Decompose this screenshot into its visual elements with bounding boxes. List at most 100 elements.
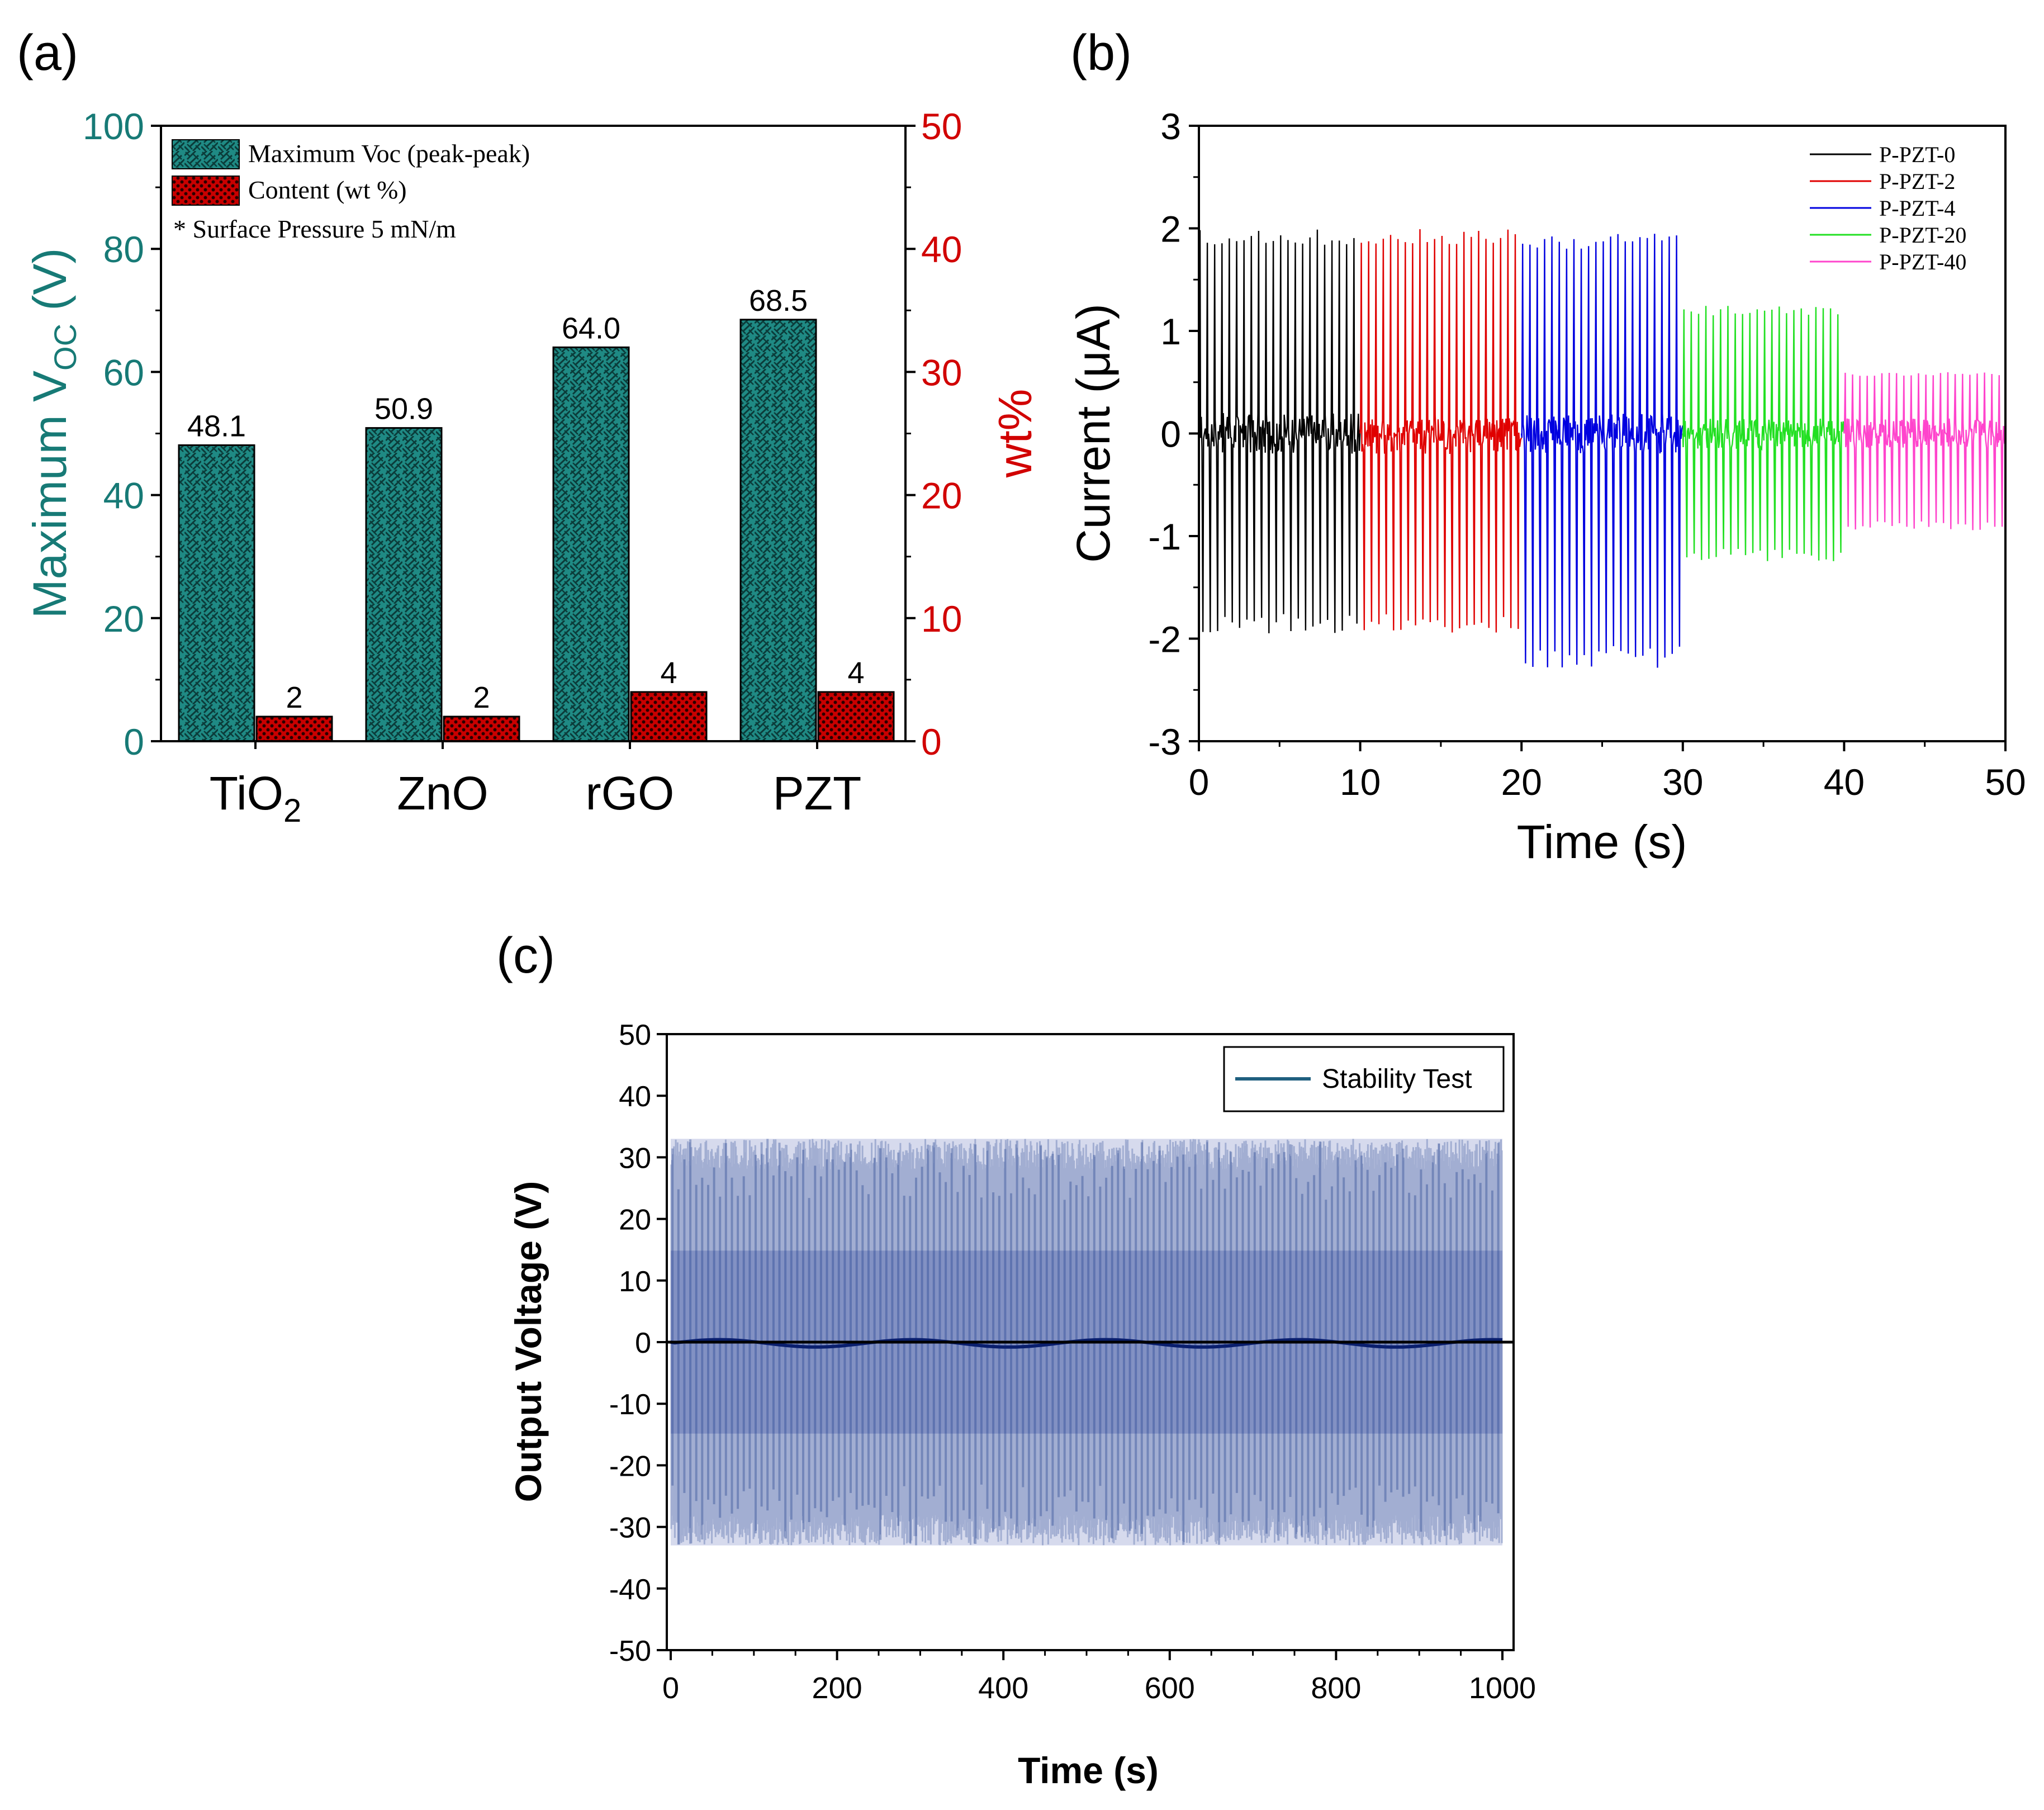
a-legend-label-voc: Maximum Voc (peak-peak) [248, 139, 530, 168]
panel-a-label: (a) [17, 25, 78, 81]
c-x-tick-label: 0 [662, 1671, 679, 1705]
c-y-tick-label: 20 [619, 1204, 651, 1236]
a-right-tick-label: 50 [921, 106, 962, 147]
c-y-tick-label: -20 [609, 1450, 651, 1482]
a-bar-content-tio [255, 716, 333, 742]
a-category-label-pzt: PZT [773, 767, 862, 819]
a-left-tick-label: 60 [103, 352, 144, 393]
c-y-tick-label: -10 [609, 1389, 651, 1421]
a-bar-voc-zno [365, 427, 443, 742]
a-right-tick-label: 20 [921, 475, 962, 517]
a-right-axis: 0 10 20 30 40 50 [905, 106, 962, 762]
c-x-tick-label: 800 [1311, 1671, 1361, 1705]
a-right-tick-label: 0 [921, 721, 942, 762]
c-x-tick-label: 200 [812, 1671, 862, 1705]
b-y-tick-label: 3 [1160, 106, 1181, 147]
c-x-tick-label: 1000 [1469, 1671, 1536, 1705]
a-value-label-voc-pzt: 68.5 [749, 284, 808, 318]
b-series-layer [1198, 229, 2007, 668]
b-x-tick-label: 50 [1985, 761, 2026, 803]
a-left-tick-label: 0 [124, 721, 144, 762]
a-value-label-content-rgo: 4 [660, 656, 677, 690]
b-legend-label-p-pzt-0: P-PZT-0 [1879, 142, 1955, 167]
b-x-tick-label: 0 [1189, 761, 1210, 803]
b-y-axis: -3 -2 -1 0 1 2 3 [1148, 106, 1199, 762]
b-legend-label-p-pzt-2: P-PZT-2 [1879, 169, 1955, 194]
a-value-label-voc-tio: 48.1 [187, 409, 246, 443]
b-y-tick-label: -2 [1148, 619, 1181, 660]
a-value-label-content-zno: 2 [473, 681, 490, 714]
a-left-tick-label: 40 [103, 475, 144, 517]
b-x-axis: 0 10 20 30 40 50 [1189, 741, 2026, 803]
panel-a-bar-chart: 48.1 2 50.9 2 64.0 4 68.5 4 0 20 40 60 80 100 0 10 20 3… [23, 106, 1041, 829]
a-right-tick-label: 40 [921, 229, 962, 270]
c-y-tick-label: 0 [635, 1327, 651, 1359]
b-series-line-p-pzt-4 [1521, 234, 1683, 668]
a-legend-swatch-voc [172, 139, 240, 169]
a-category-label-rgo: rGO [586, 767, 675, 819]
c-x-axis-title: Time (s) [1018, 1750, 1159, 1791]
c-x-tick-label: 400 [978, 1671, 1028, 1705]
a-left-tick-label: 20 [103, 598, 144, 639]
a-left-tick-label: 100 [83, 106, 144, 147]
b-series-line-p-pzt-20 [1682, 306, 1845, 561]
a-bar-content-zno [443, 716, 520, 742]
b-series-line-p-pzt-0 [1198, 229, 1361, 633]
panel-b-line-chart: -3 -2 -1 0 1 2 3 0 10 20 30 40 50 Current (μA) Time… [1067, 106, 2026, 868]
a-right-tick-label: 10 [921, 598, 962, 639]
a-bar-voc-rgo [552, 346, 630, 742]
b-x-tick-label: 10 [1340, 761, 1381, 803]
c-x-tick-label: 600 [1145, 1671, 1195, 1705]
a-value-label-voc-rgo: 64.0 [562, 311, 620, 345]
c-y-tick-label: 30 [619, 1142, 651, 1174]
a-category-label-main: TiO [210, 767, 283, 819]
b-x-tick-label: 20 [1501, 761, 1542, 803]
c-y-tick-label: -40 [609, 1574, 651, 1606]
b-y-tick-label: -1 [1148, 516, 1181, 557]
a-value-label-voc-zno: 50.9 [374, 392, 433, 426]
a-category-label-main: rGO [586, 767, 675, 819]
c-y-tick-label: -50 [609, 1635, 651, 1667]
a-value-labels: 48.1 2 50.9 2 64.0 4 68.5 4 [187, 284, 865, 714]
c-y-tick-label: -30 [609, 1512, 651, 1544]
b-y-tick-label: 1 [1160, 311, 1181, 352]
b-legend-label-p-pzt-4: P-PZT-4 [1879, 196, 1955, 221]
b-x-tick-label: 40 [1824, 761, 1865, 803]
a-value-label-content-tio: 2 [286, 681, 302, 714]
panel-c-label: (c) [496, 928, 555, 984]
a-category-label-zno: ZnO [397, 767, 488, 819]
b-x-axis-title: Time (s) [1517, 816, 1687, 868]
b-x-tick-label: 30 [1662, 761, 1703, 803]
c-y-tick-label: 50 [619, 1019, 651, 1051]
a-value-label-content-pzt: 4 [847, 656, 864, 690]
b-series-line-p-pzt-40 [1843, 372, 2007, 530]
b-y-tick-label: 0 [1160, 414, 1181, 455]
a-category-label-main: PZT [773, 767, 862, 819]
b-legend-label-p-pzt-40: P-PZT-40 [1879, 249, 1966, 274]
c-y-tick-label: 40 [619, 1081, 651, 1113]
panel-b-label: (b) [1070, 25, 1132, 81]
a-bars-layer [178, 319, 895, 742]
b-legend: P-PZT-0P-PZT-2P-PZT-4P-PZT-20P-PZT-40 [1810, 142, 1966, 274]
a-bar-content-pzt [817, 691, 895, 742]
a-left-axis: 0 20 40 60 80 100 [83, 106, 161, 762]
panel-c-line-chart: -50 -40 -30 -20 -10 0 10 20 30 40 50 0 200 400 600 800… [508, 1019, 1536, 1791]
c-y-axis-title: Output Voltage (V) [508, 1181, 549, 1502]
a-annotation: * Surface Pressure 5 mN/m [173, 215, 456, 243]
b-series-line-p-pzt-2 [1359, 229, 1523, 633]
a-category-label-subscript: 2 [283, 793, 301, 829]
c-legend: Stability Test [1223, 1046, 1505, 1112]
b-legend-label-p-pzt-20: P-PZT-20 [1879, 222, 1966, 248]
a-legend: Maximum Voc (peak-peak) Content (wt %) *… [172, 139, 530, 243]
c-legend-label-stability: Stability Test [1322, 1064, 1472, 1094]
a-category-axis: TiO2 ZnO rGO PZT [210, 741, 862, 829]
a-right-axis-title: wt% [989, 389, 1041, 478]
a-left-tick-label: 80 [103, 229, 144, 270]
b-y-tick-label: -3 [1148, 721, 1181, 762]
a-bar-voc-pzt [739, 319, 817, 742]
c-series-baseline [670, 1338, 1503, 1349]
a-bar-voc-tio [178, 444, 255, 742]
a-right-tick-label: 30 [921, 352, 962, 393]
a-bar-content-rgo [630, 691, 708, 742]
